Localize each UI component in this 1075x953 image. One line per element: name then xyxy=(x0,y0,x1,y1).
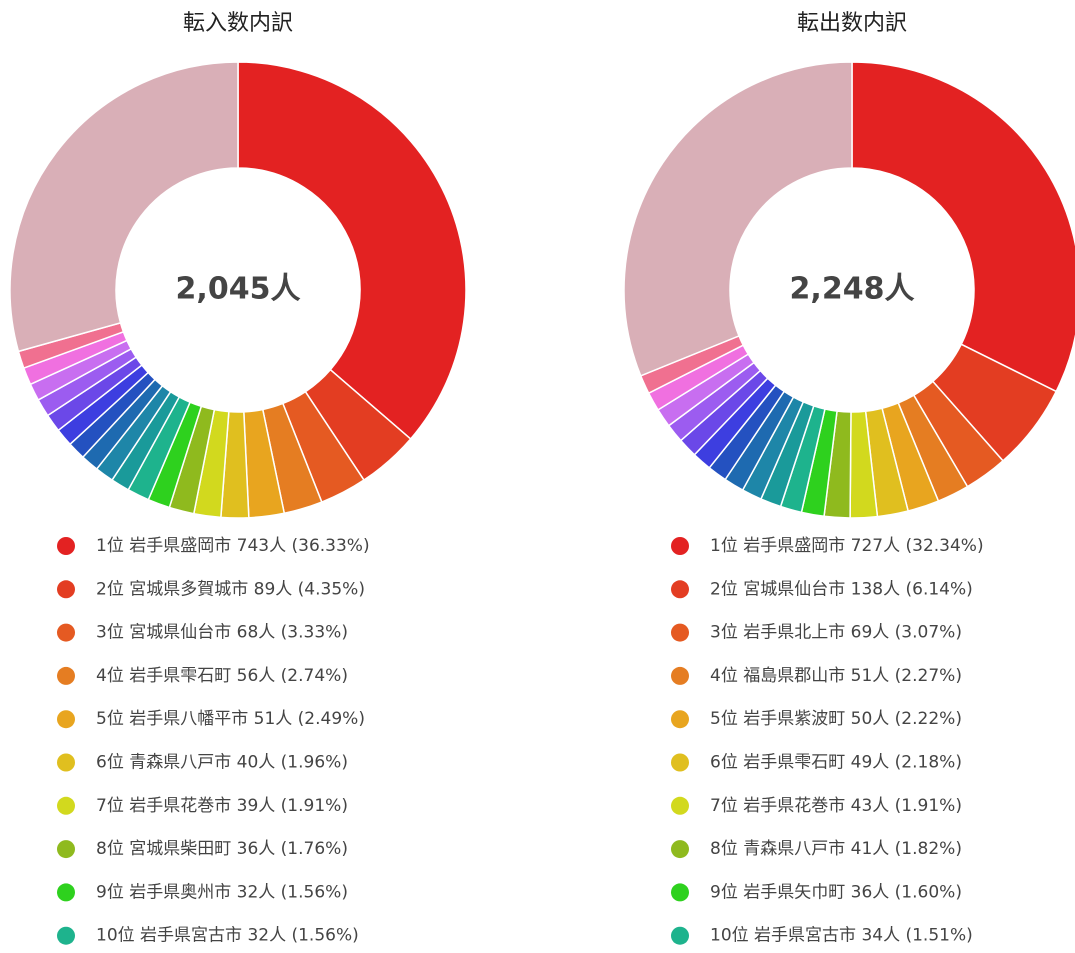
legend-label: 8位 宮城県柴田町 xyxy=(96,839,231,859)
legend-value: 32人 (1.56%) xyxy=(237,882,348,902)
legend-entry: 4位 岩手県雫石町 56人 (2.74%) xyxy=(96,666,348,686)
legend-marker xyxy=(57,883,75,902)
center-label: 2,248人 xyxy=(790,272,915,307)
donut-slice xyxy=(9,61,239,353)
legend-value: 51人 (2.27%) xyxy=(851,666,962,686)
legend-entry: 8位 青森県八戸市 41人 (1.82%) xyxy=(710,839,962,859)
legend-entry: 2位 宮城県仙台市 138人 (6.14%) xyxy=(710,579,973,599)
legend-entry: 6位 岩手県雫石町 49人 (2.18%) xyxy=(710,753,962,773)
legend-label: 10位 岩手県宮古市 xyxy=(96,926,242,946)
legend-entry: 10位 岩手県宮古市 34人 (1.51%) xyxy=(710,926,973,946)
legend-label: 9位 岩手県矢巾町 xyxy=(710,882,845,902)
legend-label: 4位 福島県郡山市 xyxy=(710,666,845,686)
donut-slice xyxy=(851,61,1075,393)
legend-value: 41人 (1.82%) xyxy=(851,839,962,859)
legend-value: 56人 (2.74%) xyxy=(237,666,348,686)
legend-entry: 2位 宮城県多賀城市 89人 (4.35%) xyxy=(96,579,365,599)
legend-label: 6位 岩手県雫石町 xyxy=(710,753,845,773)
legend-marker xyxy=(57,796,75,815)
legend-value: 138人 (6.14%) xyxy=(851,579,973,599)
legend-marker xyxy=(57,926,75,945)
legend-value: 39人 (1.91%) xyxy=(237,796,348,816)
legend-value: 49人 (2.18%) xyxy=(851,753,962,773)
legend-entry: 10位 岩手県宮古市 32人 (1.56%) xyxy=(96,926,359,946)
legend-marker xyxy=(671,623,689,642)
legend-entry: 6位 青森県八戸市 40人 (1.96%) xyxy=(96,753,348,773)
legend-label: 3位 宮城県仙台市 xyxy=(96,623,231,643)
legend-marker xyxy=(57,753,75,772)
legend-entry: 5位 岩手県紫波町 50人 (2.22%) xyxy=(710,709,962,729)
legend-label: 4位 岩手県雫石町 xyxy=(96,666,231,686)
legend-marker xyxy=(671,666,689,685)
legend-marker xyxy=(671,753,689,772)
legend-value: 36人 (1.76%) xyxy=(237,839,348,859)
legend-entry: 9位 岩手県矢巾町 36人 (1.60%) xyxy=(710,882,962,902)
legend-marker xyxy=(57,623,75,642)
legend-marker xyxy=(671,796,689,815)
legend-value: 51人 (2.49%) xyxy=(254,709,365,729)
legend-label: 10位 岩手県宮古市 xyxy=(710,926,856,946)
legend-value: 68人 (3.33%) xyxy=(237,623,348,643)
legend-value: 34人 (1.51%) xyxy=(861,926,972,946)
legend-label: 5位 岩手県八幡平市 xyxy=(96,709,248,729)
legend-marker xyxy=(671,537,689,555)
legend-marker xyxy=(671,580,689,599)
legend-entry: 9位 岩手県奥州市 32人 (1.56%) xyxy=(96,882,348,902)
legend-entry: 1位 岩手県盛岡市 727人 (32.34%) xyxy=(710,536,984,556)
legend-value: 32人 (1.56%) xyxy=(247,926,358,946)
legend-value: 40人 (1.96%) xyxy=(237,753,348,773)
legend-entry: 3位 宮城県仙台市 68人 (3.33%) xyxy=(96,623,348,643)
legend-label: 9位 岩手県奥州市 xyxy=(96,882,231,902)
legend-value: 43人 (1.91%) xyxy=(851,796,962,816)
legend-label: 5位 岩手県紫波町 xyxy=(710,709,845,729)
legend-marker xyxy=(671,883,689,902)
donut-slice xyxy=(623,61,853,377)
legend-label: 2位 宮城県多賀城市 xyxy=(96,579,248,599)
legend-value: 36人 (1.60%) xyxy=(851,882,962,902)
legend-value: 89人 (4.35%) xyxy=(254,579,365,599)
legend-marker xyxy=(57,537,75,555)
legend-marker xyxy=(671,710,689,729)
chart-title: 転出数内訳 xyxy=(797,11,907,36)
chart-title: 転入数内訳 xyxy=(183,11,293,36)
legend-marker xyxy=(57,666,75,685)
legend-value: 743人 (36.33%) xyxy=(237,536,370,556)
legend-label: 6位 青森県八戸市 xyxy=(96,753,231,773)
legend-entry: 7位 岩手県花巻市 43人 (1.91%) xyxy=(710,796,962,816)
legend-label: 8位 青森県八戸市 xyxy=(710,839,845,859)
legend-marker xyxy=(57,580,75,599)
center-label: 2,045人 xyxy=(176,272,301,307)
legend-entry: 1位 岩手県盛岡市 743人 (36.33%) xyxy=(96,536,370,556)
legend-marker xyxy=(671,840,689,859)
legend-entry: 7位 岩手県花巻市 39人 (1.91%) xyxy=(96,796,348,816)
legend-label: 3位 岩手県北上市 xyxy=(710,623,845,643)
legend-marker xyxy=(671,926,689,945)
legend-value: 50人 (2.22%) xyxy=(851,709,962,729)
legend-label: 7位 岩手県花巻市 xyxy=(710,796,845,816)
legend-value: 727人 (32.34%) xyxy=(851,536,984,556)
legend-entry: 4位 福島県郡山市 51人 (2.27%) xyxy=(710,666,962,686)
legend-label: 1位 岩手県盛岡市 xyxy=(710,536,845,556)
legend-entry: 3位 岩手県北上市 69人 (3.07%) xyxy=(710,623,962,643)
legend-marker xyxy=(57,840,75,859)
legend-label: 2位 宮城県仙台市 xyxy=(710,579,845,599)
legend-marker xyxy=(57,710,75,729)
legend-value: 69人 (3.07%) xyxy=(851,623,962,643)
legend-entry: 5位 岩手県八幡平市 51人 (2.49%) xyxy=(96,709,365,729)
legend-label: 7位 岩手県花巻市 xyxy=(96,796,231,816)
legend-label: 1位 岩手県盛岡市 xyxy=(96,536,231,556)
legend-entry: 8位 宮城県柴田町 36人 (1.76%) xyxy=(96,839,348,859)
donut-slice xyxy=(237,61,467,441)
